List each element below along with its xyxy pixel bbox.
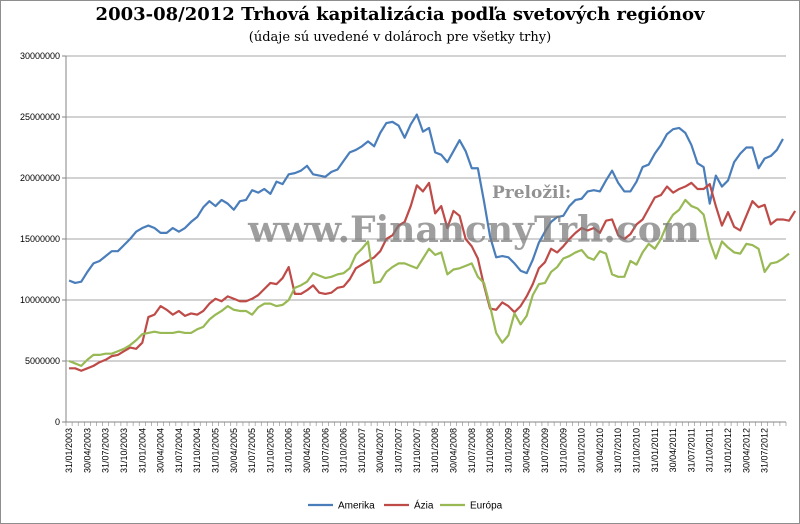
chart-title: 2003-08/2012 Trhová kapitalizácia podľa … (95, 4, 705, 25)
x-tick-label: 30/04/2008 (448, 428, 458, 473)
y-tick-label: 25000000 (20, 112, 60, 122)
series-lines (68, 113, 797, 372)
x-tick-label: 31/01/2003 (64, 428, 74, 473)
x-tick-label: 30/04/2010 (595, 428, 605, 473)
watermark-url: www.FinancnyTrh.com (247, 209, 700, 251)
y-tick-label: 0 (55, 417, 60, 427)
chart-subtitle: (údaje sú uvedené v dolároch pre všetky … (248, 30, 552, 45)
x-tick-label: 31/01/2004 (137, 428, 147, 473)
x-tick-label: 31/01/2005 (210, 428, 220, 473)
watermark-translator-label: Preložil: (492, 183, 571, 203)
x-tick-label: 31/10/2011 (705, 428, 715, 472)
x-tick-label: 31/01/2012 (723, 428, 733, 473)
x-tick-label: 31/07/2012 (760, 428, 770, 473)
legend: Amerika Ázia Európa (308, 499, 503, 512)
x-tick-label: 31/01/2008 (430, 428, 440, 473)
x-tick-label: 31/07/2008 (467, 428, 477, 473)
x-tick-label: 31/01/2007 (357, 428, 367, 473)
x-tick-label: 31/07/2006 (320, 428, 330, 473)
series-line-amerika (68, 113, 784, 285)
y-tick-label: 15000000 (20, 234, 60, 244)
x-tick-label: 30/04/2009 (522, 428, 532, 473)
x-tick-label: 31/10/2003 (119, 428, 129, 473)
series-line-európa (68, 198, 790, 367)
x-tick-label: 31/07/2005 (247, 428, 257, 473)
x-tick-label: 31/10/2010 (632, 428, 642, 473)
x-tick-label: 31/07/2007 (394, 428, 404, 473)
legend-label: Amerika (338, 501, 375, 512)
x-tick-label: 31/10/2008 (485, 428, 495, 473)
x-tick-label: 31/10/2005 (265, 428, 275, 473)
y-tick-label: 10000000 (20, 295, 60, 305)
x-tick-label: 30/04/2012 (741, 428, 751, 473)
x-tick-label: 30/04/2004 (156, 428, 166, 473)
x-tick-label: 31/07/2011 (686, 428, 696, 472)
x-tick-label: 30/04/2006 (302, 428, 312, 473)
x-tick-label: 30/04/2003 (82, 428, 92, 473)
x-tick-label: 31/01/2011 (650, 428, 660, 472)
x-tick-label: 31/01/2006 (284, 428, 294, 473)
x-tick-label: 30/04/2011 (668, 428, 678, 472)
x-tick-label: 31/01/2009 (503, 428, 513, 473)
x-tick-label: 31/10/2009 (558, 428, 568, 473)
watermark: Preložil: www.FinancnyTrh.com (247, 183, 700, 251)
x-axis: 31/01/2003 30/04/2003 31/07/2003 31/10/2003… (64, 421, 787, 473)
y-axis: 0 5000000 10000000 15000000 20000000 25000000… (20, 51, 67, 427)
y-tick-label: 30000000 (20, 51, 60, 61)
legend-label: Ázia (414, 499, 434, 512)
x-tick-label: 31/07/2004 (174, 428, 184, 473)
y-tick-label: 20000000 (20, 173, 60, 183)
x-tick-label: 31/01/2010 (577, 428, 587, 473)
x-tick-label: 30/04/2005 (229, 428, 239, 473)
legend-label: Európa (470, 501, 503, 512)
x-tick-label: 31/07/2009 (540, 428, 550, 473)
gridlines (66, 55, 786, 362)
x-tick-label: 31/07/2003 (101, 428, 111, 473)
x-tick-label: 31/07/2010 (613, 428, 623, 473)
x-tick-label: 31/10/2004 (192, 428, 202, 473)
series-line-ázia (69, 181, 797, 372)
x-tick-label: 31/10/2006 (339, 428, 349, 473)
x-tick-label: 30/04/2007 (375, 428, 385, 473)
x-tick-label: 31/10/2007 (412, 428, 422, 473)
y-tick-label: 5000000 (25, 356, 60, 366)
